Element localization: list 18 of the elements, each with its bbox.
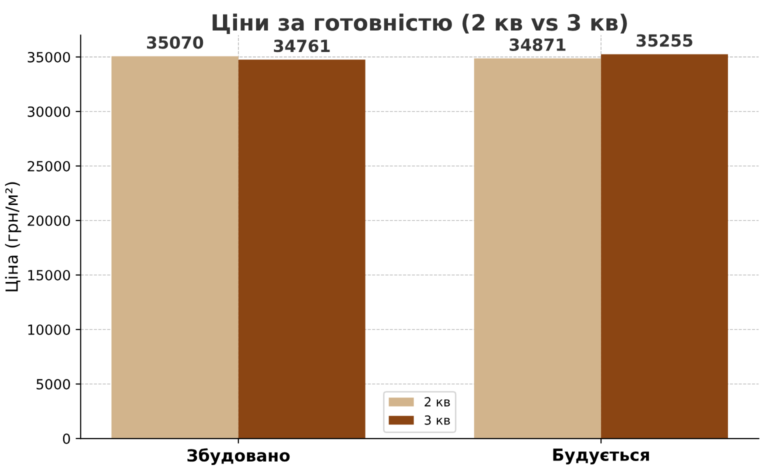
y-tick-label: 15000	[28, 270, 70, 280]
y-tick-label: 25000	[28, 160, 70, 172]
data-label: 35255	[636, 34, 692, 47]
y-axis-title: Ціна (грн/м²)	[5, 182, 22, 292]
x-tick-label: Будується	[553, 448, 649, 464]
y-tick-label: 5000	[36, 378, 70, 390]
legend-label: 3 кв	[424, 415, 450, 425]
y-tick-label: 20000	[28, 215, 70, 226]
legend-label: 2 кв	[424, 397, 450, 406]
chart-title: Ціни за готовністю (2 кв vs 3 кв)	[212, 14, 627, 34]
y-tick-label: 0	[62, 433, 70, 444]
y-tick-label: 30000	[28, 106, 70, 117]
y-tick-label: 35000	[28, 52, 70, 62]
data-label: 34761	[274, 40, 330, 52]
data-label: 34871	[510, 38, 566, 51]
data-label: 35070	[147, 36, 204, 49]
y-tick-label: 10000	[28, 324, 70, 335]
x-tick-label: Збудовано	[187, 448, 290, 466]
